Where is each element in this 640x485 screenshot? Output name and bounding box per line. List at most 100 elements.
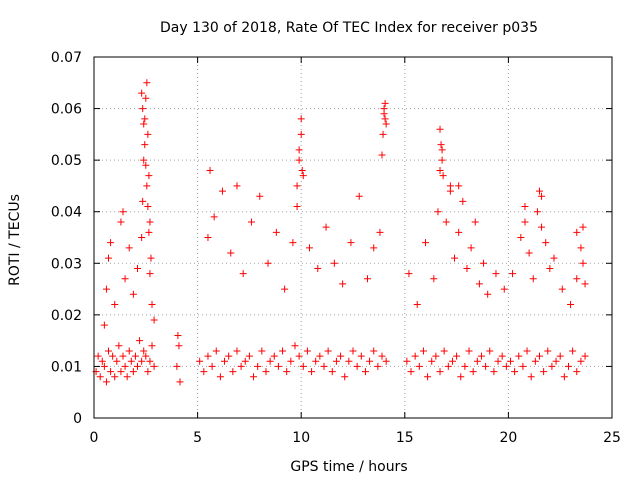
- data-point: [212, 347, 220, 355]
- data-point: [96, 373, 104, 381]
- data-point: [347, 239, 355, 247]
- data-point: [291, 342, 299, 350]
- data-point: [446, 187, 454, 195]
- data-point: [144, 203, 152, 211]
- data-point: [349, 347, 357, 355]
- data-point: [531, 357, 539, 365]
- data-point: [237, 362, 245, 370]
- data-point: [125, 244, 133, 252]
- data-point: [535, 352, 543, 360]
- data-point: [494, 357, 502, 365]
- data-point: [569, 347, 577, 355]
- data-point: [511, 368, 519, 376]
- data-point: [475, 280, 483, 288]
- data-point: [140, 347, 148, 355]
- data-point: [134, 362, 142, 370]
- data-point: [332, 357, 340, 365]
- data-point: [542, 239, 550, 247]
- data-point: [258, 347, 266, 355]
- x-tick-label: 0: [90, 430, 99, 446]
- data-point: [341, 373, 349, 381]
- data-point: [461, 362, 469, 370]
- data-point: [146, 357, 154, 365]
- data-point: [293, 182, 301, 190]
- data-point: [469, 368, 477, 376]
- data-point: [146, 270, 154, 278]
- data-point: [550, 254, 558, 262]
- data-point: [506, 357, 514, 365]
- data-point: [274, 362, 282, 370]
- data-point: [444, 362, 452, 370]
- data-point: [295, 146, 303, 154]
- x-tick-label: 20: [499, 430, 517, 446]
- data-point: [229, 368, 237, 376]
- data-point: [381, 115, 389, 123]
- data-point: [150, 316, 158, 324]
- data-point: [407, 368, 415, 376]
- data-point: [419, 347, 427, 355]
- data-point: [143, 79, 151, 87]
- data-point: [473, 357, 481, 365]
- data-point: [480, 259, 488, 267]
- data-point: [109, 352, 117, 360]
- data-point: [100, 362, 108, 370]
- data-point: [442, 218, 450, 226]
- data-point: [173, 362, 181, 370]
- data-point: [353, 362, 361, 370]
- data-point: [457, 373, 465, 381]
- data-point: [424, 373, 432, 381]
- data-point: [455, 182, 463, 190]
- data-point: [144, 130, 152, 138]
- data-point: [174, 331, 182, 339]
- data-point: [517, 234, 525, 241]
- data-point: [403, 357, 411, 365]
- data-point: [281, 285, 289, 293]
- data-point: [204, 352, 212, 360]
- data-point: [484, 290, 492, 298]
- data-point: [138, 234, 146, 241]
- data-point: [233, 347, 241, 355]
- data-point: [254, 362, 262, 370]
- data-point: [144, 368, 152, 376]
- data-point: [459, 197, 467, 205]
- data-point: [145, 172, 153, 180]
- data-point: [289, 239, 297, 247]
- data-point: [525, 249, 533, 257]
- data-point: [129, 368, 137, 376]
- data-point: [378, 352, 386, 360]
- data-point: [535, 187, 543, 195]
- plot-frame: [93, 56, 613, 419]
- data-point: [411, 352, 419, 360]
- data-point: [529, 275, 537, 283]
- data-point: [299, 172, 307, 180]
- data-point: [498, 352, 506, 360]
- data-point: [196, 357, 204, 365]
- data-point: [440, 347, 448, 355]
- data-point: [141, 115, 149, 123]
- data-point: [119, 208, 127, 216]
- data-point: [376, 228, 384, 236]
- data-point: [94, 352, 102, 360]
- data-point: [283, 368, 291, 376]
- data-point: [312, 357, 320, 365]
- data-point: [405, 270, 413, 278]
- data-point: [364, 275, 372, 283]
- data-point: [548, 362, 556, 370]
- data-point: [477, 352, 485, 360]
- data-point: [111, 301, 119, 309]
- x-tick-label: 10: [292, 430, 310, 446]
- data-point: [339, 280, 347, 288]
- data-point: [380, 110, 388, 118]
- data-point: [107, 239, 115, 247]
- data-point: [200, 368, 208, 376]
- data-point: [138, 357, 146, 365]
- data-point: [422, 239, 430, 247]
- data-point: [434, 208, 442, 216]
- data-point: [125, 347, 133, 355]
- data-point: [287, 357, 295, 365]
- data-point: [148, 301, 156, 309]
- data-point: [540, 368, 548, 376]
- data-point: [560, 373, 568, 381]
- data-point: [370, 347, 378, 355]
